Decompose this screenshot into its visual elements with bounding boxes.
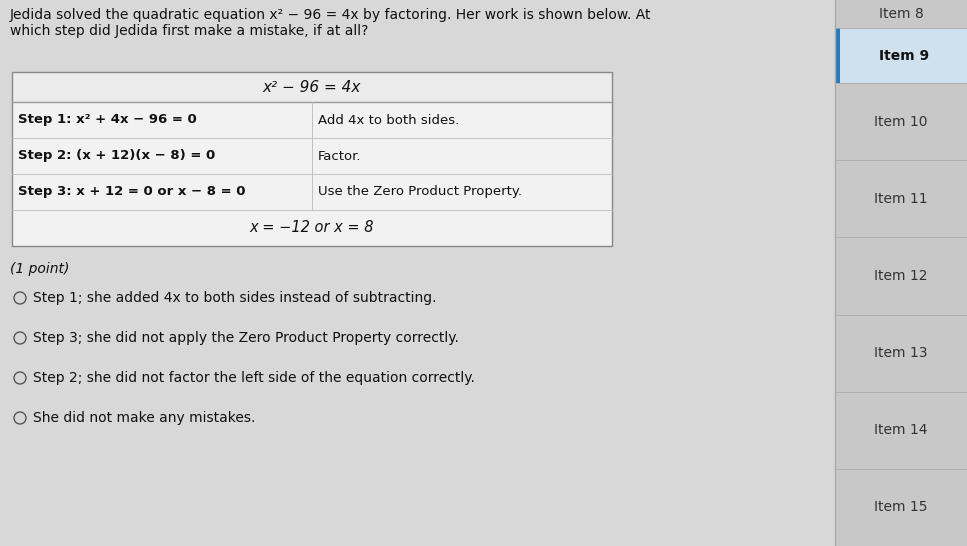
Bar xyxy=(12,72,612,246)
Text: Step 2; she did not factor the left side of the equation correctly.: Step 2; she did not factor the left side… xyxy=(33,371,475,385)
Text: Step 1; she added 4x to both sides instead of subtracting.: Step 1; she added 4x to both sides inste… xyxy=(33,291,436,305)
Text: Item 9: Item 9 xyxy=(879,49,929,62)
Text: Step 3; she did not apply the Zero Product Property correctly.: Step 3; she did not apply the Zero Produ… xyxy=(33,331,459,345)
Text: Add 4x to both sides.: Add 4x to both sides. xyxy=(318,114,459,127)
Bar xyxy=(12,72,612,246)
Text: Step 3: x + 12 = 0 or x − 8 = 0: Step 3: x + 12 = 0 or x − 8 = 0 xyxy=(18,186,246,199)
Text: Item 12: Item 12 xyxy=(874,269,927,283)
Text: x² − 96 = 4x: x² − 96 = 4x xyxy=(263,80,362,94)
Bar xyxy=(835,28,967,83)
Text: Jedida solved the quadratic equation x² − 96 = 4x by factoring. Her work is show: Jedida solved the quadratic equation x² … xyxy=(10,8,652,22)
Text: Item 8: Item 8 xyxy=(879,7,923,21)
Text: Factor.: Factor. xyxy=(318,150,362,163)
Bar xyxy=(835,0,967,546)
Text: Item 11: Item 11 xyxy=(874,192,927,206)
Text: which step did Jedida first make a mistake, if at all?: which step did Jedida first make a mista… xyxy=(10,24,368,38)
Bar xyxy=(12,72,612,102)
Bar xyxy=(0,0,835,546)
Bar xyxy=(835,28,840,83)
Text: (1 point): (1 point) xyxy=(10,262,70,276)
Text: Item 10: Item 10 xyxy=(874,115,927,129)
Text: Item 15: Item 15 xyxy=(874,501,927,514)
Text: Item 13: Item 13 xyxy=(874,346,927,360)
Text: Step 2: (x + 12)(x − 8) = 0: Step 2: (x + 12)(x − 8) = 0 xyxy=(18,150,216,163)
Text: Step 1: x² + 4x − 96 = 0: Step 1: x² + 4x − 96 = 0 xyxy=(18,114,196,127)
Text: Use the Zero Product Property.: Use the Zero Product Property. xyxy=(318,186,522,199)
Text: She did not make any mistakes.: She did not make any mistakes. xyxy=(33,411,255,425)
Text: Item 14: Item 14 xyxy=(874,423,927,437)
Text: x = −12 or x = 8: x = −12 or x = 8 xyxy=(249,221,374,235)
